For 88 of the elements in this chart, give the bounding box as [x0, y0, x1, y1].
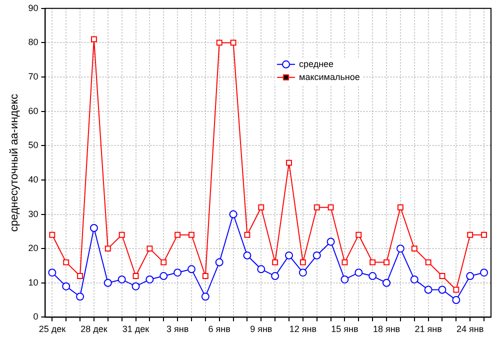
point [188, 232, 194, 238]
point [340, 275, 349, 284]
point [368, 272, 377, 280]
point [76, 292, 84, 301]
point [77, 273, 84, 279]
x-tick-label: 12 янв [289, 324, 317, 334]
point [160, 272, 168, 280]
y-tick-label: 50 [28, 140, 38, 150]
point [187, 265, 196, 274]
point [342, 259, 348, 266]
y-tick-label: 60 [28, 106, 38, 116]
point [396, 244, 404, 253]
point [410, 275, 418, 284]
point [438, 286, 446, 294]
point [326, 238, 335, 246]
point [49, 232, 56, 238]
point [215, 258, 224, 266]
point [258, 204, 264, 210]
x-tick-label: 9 янв [250, 324, 272, 334]
point [480, 268, 488, 277]
x-tick-label: 25 дек [38, 324, 66, 334]
point [104, 246, 111, 252]
point [244, 232, 250, 238]
x-tick-label: 31 дек [122, 324, 150, 334]
point [132, 282, 140, 290]
point [425, 259, 432, 266]
point [312, 251, 321, 260]
legend-label: среднее [299, 58, 334, 69]
point [257, 265, 266, 274]
point [382, 278, 391, 287]
point [90, 36, 97, 42]
point [104, 278, 112, 287]
x-tick-label: 28 дек [80, 324, 108, 334]
point [201, 292, 210, 301]
point [298, 268, 307, 277]
point [467, 232, 474, 238]
point [328, 204, 334, 210]
point [370, 259, 376, 266]
point [90, 224, 98, 232]
x-tick-label: 3 янв [166, 324, 189, 334]
point [384, 259, 390, 266]
point [230, 40, 236, 46]
point [272, 259, 278, 266]
point [300, 259, 306, 266]
point [453, 286, 460, 293]
point [202, 273, 208, 279]
point [286, 160, 292, 166]
point [452, 296, 460, 304]
y-tick-label: 20 [28, 243, 38, 254]
point [132, 273, 139, 279]
point [243, 251, 252, 260]
point [314, 204, 320, 210]
point [354, 268, 363, 277]
y-tick-label: 10 [28, 277, 38, 288]
y-tick-label: 40 [28, 174, 38, 184]
y-tick-label: 30 [28, 208, 38, 219]
point [411, 246, 418, 252]
point [481, 232, 488, 238]
y-tick-label: 90 [28, 2, 38, 13]
point [229, 210, 238, 218]
x-tick-label: 21 янв [414, 324, 442, 334]
legend-label: максимальное [299, 72, 360, 82]
point [146, 246, 153, 252]
y-tick-label: 0 [33, 312, 38, 322]
x-tick-label: 15 янв [331, 324, 359, 334]
point [174, 232, 181, 238]
point [174, 268, 182, 277]
point [466, 272, 474, 280]
point [63, 259, 70, 266]
x-tick-label: 18 янв [372, 324, 400, 334]
point [424, 286, 432, 294]
point [439, 273, 446, 279]
point [160, 259, 167, 266]
point [285, 251, 293, 260]
point [397, 204, 404, 210]
y-tick-label: 70 [28, 72, 38, 82]
point [118, 275, 126, 284]
y-tick-label: 80 [28, 37, 38, 48]
point [216, 40, 222, 46]
x-tick-label: 6 янв [208, 324, 231, 334]
point [62, 282, 70, 290]
point [356, 232, 362, 238]
point [48, 268, 56, 277]
point [146, 275, 154, 284]
point [271, 272, 280, 280]
point [118, 232, 125, 238]
y-axis-title: среднесуточный aa-индекс [8, 93, 21, 232]
x-tick-label: 24 янв [456, 324, 484, 334]
